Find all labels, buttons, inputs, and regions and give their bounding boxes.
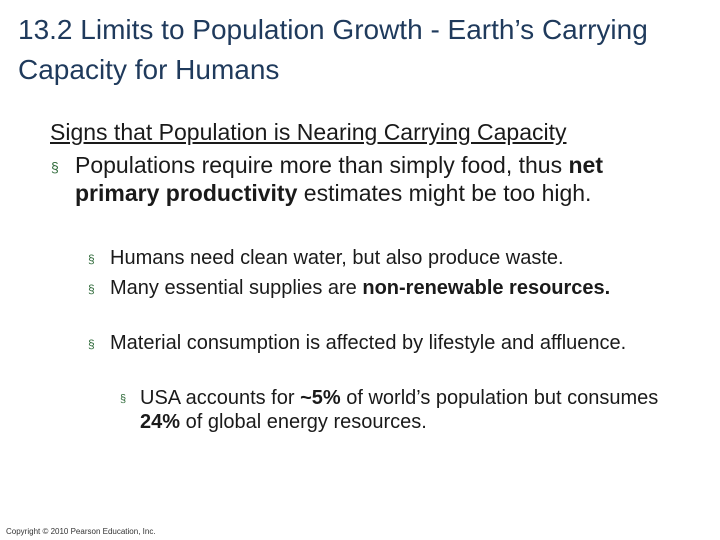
item-text: of global energy resources.: [180, 411, 427, 433]
item-text: of world’s population but consumes: [340, 387, 659, 409]
bullet-icon: §: [51, 159, 59, 175]
bullet-item-water: § Humans need clean water, but also prod…: [88, 246, 670, 270]
item-text: Material consumption is affected by life…: [110, 332, 627, 354]
bullet-icon: §: [88, 282, 95, 296]
item-text: Many essential supplies are: [110, 277, 363, 299]
item-text: Populations require more than simply foo…: [75, 152, 569, 178]
bullet-icon: §: [88, 337, 95, 351]
copyright-footer: Copyright © 2010 Pearson Education, Inc.: [6, 527, 156, 536]
bullet-item-usa: § USA accounts for ~5% of world’s popula…: [120, 386, 680, 434]
item-text: estimates might be too high.: [297, 180, 592, 206]
subheading: Signs that Population is Nearing Carryin…: [50, 119, 567, 145]
slide-title: 13.2 Limits to Population Growth - Earth…: [18, 14, 648, 85]
item-bold-text: ~5%: [300, 387, 341, 409]
item-text: USA accounts for: [140, 387, 301, 409]
bullet-item-consumption: § Material consumption is affected by li…: [88, 331, 670, 355]
item-bold-text: net primary productivity: [75, 152, 603, 206]
bullet-item-food: § Populations require more than simply f…: [51, 151, 675, 207]
item-bold-text: non-renewable resources.: [362, 277, 611, 299]
item-text: Humans need clean water, but also produc…: [110, 247, 564, 269]
bullet-item-supplies: § Many essential supplies are non-renewa…: [88, 276, 670, 300]
item-bold-text: 24%: [140, 411, 181, 433]
bullet-icon: §: [88, 252, 95, 266]
bullet-icon: §: [120, 393, 127, 405]
